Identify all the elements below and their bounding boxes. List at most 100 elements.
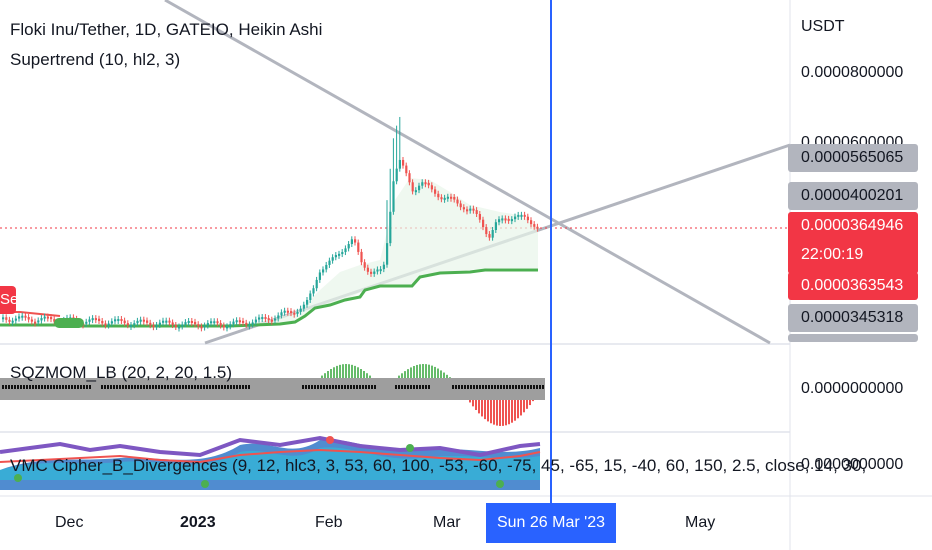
candle-body bbox=[40, 318, 43, 321]
candle-body bbox=[475, 210, 478, 215]
squeeze-dot bbox=[464, 385, 466, 389]
squeeze-bar bbox=[404, 371, 406, 378]
squeeze-bar bbox=[499, 390, 501, 426]
candle-body bbox=[363, 262, 366, 268]
squeeze-dot bbox=[116, 385, 118, 389]
vmc-sell-dot bbox=[326, 436, 334, 444]
candle-body bbox=[286, 310, 289, 313]
candle-body bbox=[325, 264, 328, 270]
squeeze-dot bbox=[164, 385, 166, 389]
squeeze-dot bbox=[473, 385, 475, 389]
candle-body bbox=[101, 320, 104, 324]
candle-body bbox=[498, 219, 501, 223]
squeeze-dot bbox=[398, 385, 400, 389]
squeeze-dot bbox=[353, 385, 355, 389]
vmc-legend[interactable]: VMC Cipher_B_Divergences (9, 12, hlc3, 3… bbox=[10, 456, 867, 475]
squeeze-dot bbox=[158, 385, 160, 389]
squeeze-bar bbox=[475, 390, 477, 411]
candle-body bbox=[91, 318, 94, 321]
candle-body bbox=[187, 321, 190, 324]
candle-body bbox=[274, 318, 277, 321]
candle-body bbox=[334, 255, 337, 258]
candle-body bbox=[389, 211, 392, 244]
squeeze-dot bbox=[143, 385, 145, 389]
candle-body bbox=[235, 320, 238, 323]
squeeze-dot bbox=[506, 385, 508, 389]
last-price-value: 0.0000364946 bbox=[801, 217, 904, 234]
candle-body bbox=[139, 319, 142, 322]
squeeze-bar bbox=[440, 370, 442, 378]
squeeze-dot bbox=[488, 385, 490, 389]
squeeze-bar bbox=[431, 365, 433, 378]
supertrend-legend[interactable]: Supertrend (10, hl2, 3) bbox=[10, 50, 181, 69]
bar-countdown: 22:00:19 bbox=[801, 246, 864, 263]
candle-body bbox=[197, 324, 200, 327]
squeeze-dot bbox=[410, 385, 412, 389]
candle-body bbox=[2, 317, 5, 320]
candle-body bbox=[130, 324, 133, 327]
squeeze-dot bbox=[335, 385, 337, 389]
candle-body bbox=[392, 181, 395, 212]
squeeze-dot bbox=[119, 385, 121, 389]
candle-body bbox=[382, 264, 385, 270]
vmc-buy-dot bbox=[496, 480, 504, 488]
squeeze-band bbox=[0, 378, 545, 400]
squeeze-dot bbox=[113, 385, 115, 389]
candle-body bbox=[165, 320, 168, 323]
squeeze-bar bbox=[517, 390, 519, 419]
squeeze-dot bbox=[530, 385, 532, 389]
squeeze-dot bbox=[497, 385, 499, 389]
candle-body bbox=[123, 320, 126, 324]
squeeze-dot bbox=[83, 385, 85, 389]
squeeze-dot bbox=[71, 385, 73, 389]
squeeze-dot bbox=[155, 385, 157, 389]
candle-body bbox=[216, 321, 219, 324]
candle-body bbox=[126, 323, 129, 326]
candle-body bbox=[386, 243, 389, 265]
squeeze-dot bbox=[452, 385, 454, 389]
squeeze-dot bbox=[89, 385, 91, 389]
squeeze-dot bbox=[161, 385, 163, 389]
candle-body bbox=[395, 168, 398, 182]
squeeze-dot bbox=[62, 385, 64, 389]
candle-body bbox=[296, 311, 299, 314]
candle-body bbox=[446, 196, 449, 199]
squeeze-dot bbox=[245, 385, 247, 389]
squeeze-dot bbox=[149, 385, 151, 389]
candle-body bbox=[290, 311, 293, 314]
candle-body bbox=[510, 219, 513, 222]
candle-body bbox=[443, 197, 446, 200]
squeeze-dot bbox=[209, 385, 211, 389]
candle-body bbox=[158, 322, 161, 325]
sqzmom-legend[interactable]: SQZMOM_LB (20, 2, 20, 1.5) bbox=[10, 363, 233, 382]
candle-body bbox=[456, 199, 459, 204]
squeeze-dot bbox=[173, 385, 175, 389]
squeeze-dot bbox=[476, 385, 478, 389]
candle-body bbox=[267, 318, 270, 321]
price-level-top: 0.0000800000 bbox=[801, 64, 904, 81]
squeeze-bar bbox=[508, 390, 510, 425]
squeeze-dot bbox=[59, 385, 61, 389]
squeeze-bar bbox=[363, 371, 365, 378]
candle-body bbox=[530, 220, 533, 225]
squeeze-dot bbox=[41, 385, 43, 389]
squeeze-dot bbox=[29, 385, 31, 389]
squeeze-bar bbox=[493, 390, 495, 425]
squeeze-dot bbox=[17, 385, 19, 389]
descending-trendline[interactable] bbox=[164, 0, 771, 345]
squeeze-dot bbox=[44, 385, 46, 389]
squeeze-dot bbox=[317, 385, 319, 389]
squeeze-dot bbox=[233, 385, 235, 389]
price-candles[interactable] bbox=[2, 116, 539, 332]
squeeze-bar bbox=[357, 367, 359, 378]
squeeze-dot bbox=[428, 385, 430, 389]
squeeze-dot bbox=[236, 385, 238, 389]
squeeze-bar bbox=[520, 390, 522, 416]
candle-body bbox=[104, 323, 107, 326]
squeeze-dots bbox=[2, 385, 544, 389]
squeeze-bar bbox=[333, 367, 335, 378]
squeeze-dot bbox=[491, 385, 493, 389]
squeeze-dot bbox=[320, 385, 322, 389]
chart-title[interactable]: Floki Inu/Tether, 1D, GATEIO, Heikin Ash… bbox=[10, 20, 323, 39]
